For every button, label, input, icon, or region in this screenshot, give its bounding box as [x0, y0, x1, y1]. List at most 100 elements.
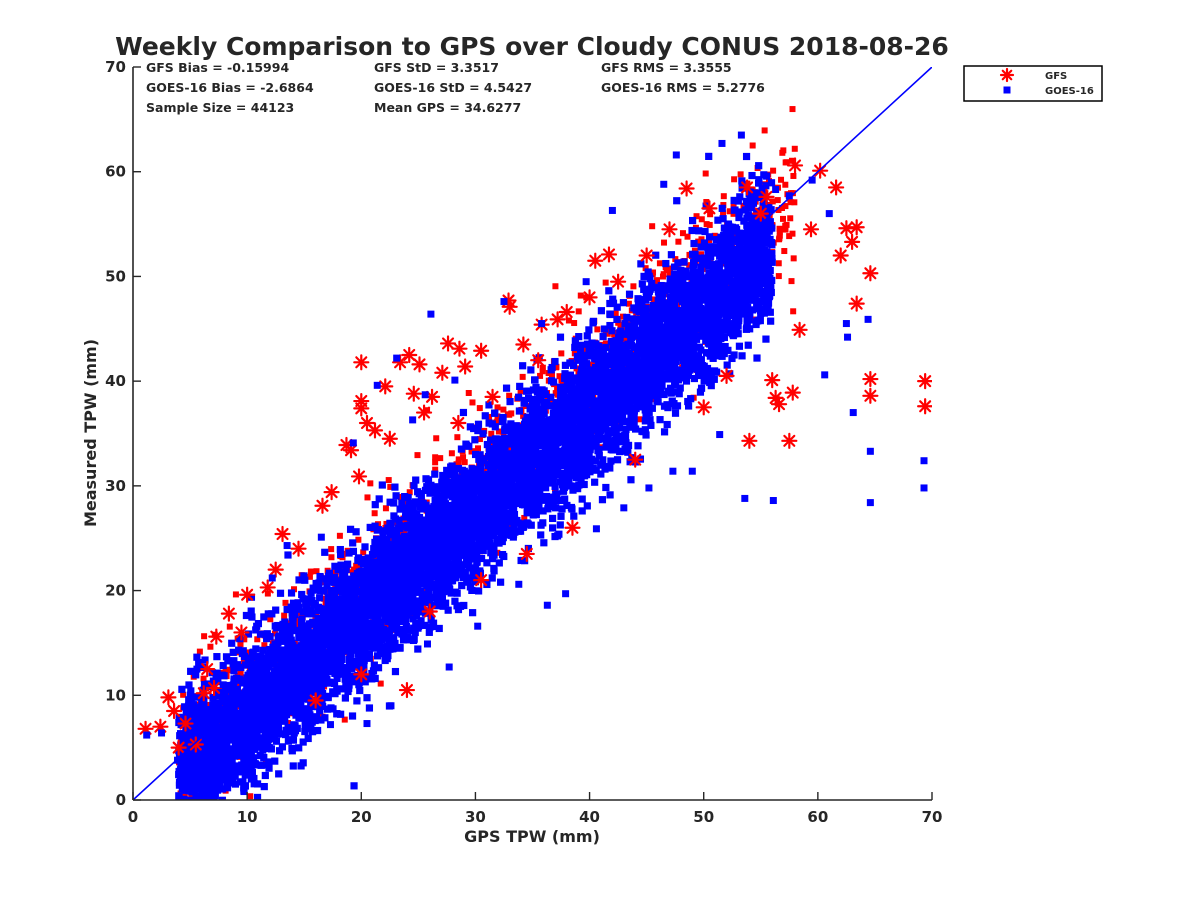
gfs-point — [199, 661, 216, 678]
goes16-point — [755, 179, 763, 187]
gfs-point — [610, 273, 627, 290]
goes16-point — [427, 310, 435, 318]
stat-text: GFS RMS = 3.3555 — [601, 60, 732, 75]
gfs-point — [205, 679, 223, 697]
goes16-point — [562, 590, 570, 598]
gfs-point — [353, 666, 370, 683]
gfs-point — [160, 689, 177, 706]
y-tick-label: 20 — [105, 582, 126, 600]
legend-label-gfs: GFS — [1045, 71, 1067, 82]
gfs-point — [307, 692, 324, 709]
gfs-point — [401, 346, 418, 364]
y-tick-label: 0 — [116, 791, 126, 809]
goes16-point-cloud — [175, 152, 776, 800]
gfs-point — [802, 221, 820, 238]
gfs-point — [208, 628, 225, 645]
gfs-point — [314, 497, 331, 514]
gfs-point — [832, 247, 849, 264]
gfs-point — [439, 335, 457, 352]
goes16-point — [143, 731, 151, 739]
goes16-point — [645, 484, 653, 492]
gfs-point — [695, 399, 712, 416]
gfs-point — [220, 605, 237, 622]
stat-text: Mean GPS = 34.6277 — [374, 100, 521, 115]
stat-text: GFS Bias = -0.15994 — [146, 60, 289, 75]
gfs-point — [701, 200, 718, 217]
goes16-point — [202, 723, 210, 731]
goes16-point — [268, 574, 276, 582]
x-tick-label: 20 — [351, 808, 372, 826]
gfs-point — [177, 715, 194, 732]
gfs-point — [415, 404, 433, 421]
gfs-point — [381, 430, 398, 447]
goes16-point — [716, 431, 724, 439]
gfs-point — [451, 340, 468, 357]
goes16-point — [249, 712, 257, 720]
goes16-point — [741, 494, 749, 502]
stat-text: GOES-16 RMS = 5.2776 — [601, 80, 765, 95]
goes16-point — [421, 391, 429, 399]
gfs-point — [323, 484, 340, 501]
gfs-point — [862, 370, 879, 388]
gfs-point — [848, 219, 865, 236]
gfs-point — [581, 289, 598, 306]
stat-text: Sample Size = 44123 — [146, 100, 294, 115]
x-tick-label: 70 — [922, 808, 943, 826]
x-tick-label: 60 — [807, 808, 828, 826]
goes16-point — [864, 315, 872, 323]
gfs-point — [233, 624, 250, 641]
gfs-point — [781, 432, 798, 449]
gfs-point — [862, 265, 879, 282]
gfs-point — [917, 398, 932, 415]
y-tick-label: 70 — [105, 58, 126, 76]
scatter-layer — [133, 67, 932, 800]
gfs-point — [239, 586, 256, 603]
gfs-point — [786, 157, 804, 174]
gfs-point — [518, 545, 535, 563]
legend-goes-marker — [1003, 86, 1011, 94]
gfs-point — [627, 451, 644, 468]
goes16-point — [592, 525, 600, 533]
goes16-point — [393, 354, 401, 362]
goes16-point — [849, 409, 857, 417]
goes16-point — [283, 728, 291, 736]
gfs-point — [398, 681, 416, 699]
gfs-point — [564, 519, 581, 536]
y-tick-label: 60 — [105, 163, 126, 181]
axes: 0 10 20 30 40 50 60 70 0 10 20 30 40 50 60 70 — [105, 58, 942, 826]
goes16-point — [474, 622, 482, 630]
gfs-point — [457, 358, 474, 375]
gfs-point — [405, 385, 422, 402]
legend-label-goes16: GOES-16 — [1045, 86, 1094, 97]
gfs-point — [791, 321, 808, 338]
goes16-point — [672, 151, 680, 159]
x-tick-label: 10 — [237, 808, 258, 826]
gfs-point — [450, 414, 467, 432]
gfs-point — [600, 246, 618, 263]
gfs-point — [473, 571, 490, 589]
goes16-point — [808, 176, 816, 184]
gfs-point — [530, 352, 547, 369]
x-tick-label: 30 — [465, 808, 486, 826]
x-tick-label: 0 — [128, 808, 138, 826]
gfs-point — [678, 180, 695, 197]
gfs-point — [515, 336, 532, 353]
goes16-point — [920, 457, 928, 465]
legend-gfs-asterisk — [999, 67, 1015, 83]
y-axis-label: Measured TPW (mm) — [81, 339, 100, 527]
x-tick-label: 40 — [579, 808, 600, 826]
goes16-point — [737, 131, 745, 139]
gfs-point — [558, 303, 575, 321]
goes16-point — [186, 755, 194, 763]
gfs-point — [170, 739, 187, 756]
goes16-point — [608, 206, 616, 214]
gfs-point — [165, 702, 183, 720]
gfs-point — [549, 311, 566, 328]
gfs-point — [764, 371, 781, 389]
gfs-point — [353, 354, 370, 371]
goes16-point — [920, 484, 928, 492]
goes16-point — [866, 447, 874, 455]
goes16-point — [769, 497, 777, 505]
gfs-point — [862, 387, 879, 404]
